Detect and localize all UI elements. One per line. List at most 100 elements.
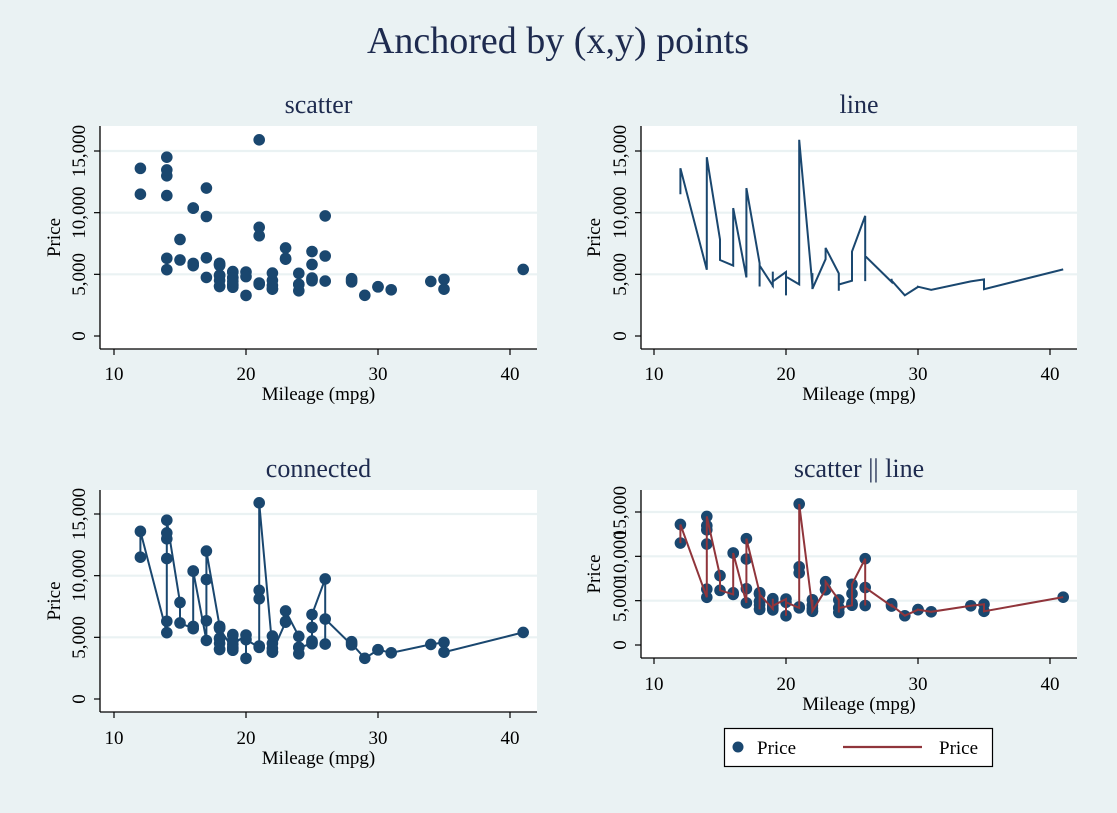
y-tick-label: 5,000 <box>610 579 631 622</box>
data-point <box>200 271 213 284</box>
data-point <box>134 162 147 175</box>
data-point <box>161 626 173 639</box>
data-point <box>161 252 173 265</box>
data-point <box>359 652 371 665</box>
data-point <box>227 638 239 651</box>
data-point <box>200 545 213 557</box>
x-tick-label: 40 <box>501 728 520 749</box>
plot-area <box>641 126 1077 349</box>
y-axis-title: Price <box>44 218 65 257</box>
plot-area <box>641 490 1077 658</box>
y-tick-label: 5,000 <box>69 616 90 659</box>
data-point <box>240 289 252 302</box>
data-point <box>266 267 279 279</box>
data-point <box>134 188 147 201</box>
y-tick-label: 5,000 <box>610 253 631 296</box>
data-point <box>187 257 199 270</box>
data-point <box>161 552 173 565</box>
x-tick-label: 10 <box>645 364 664 385</box>
data-point <box>319 210 332 222</box>
y-axis-title: Price <box>44 581 65 620</box>
data-point <box>359 289 371 302</box>
data-point <box>200 210 213 223</box>
data-point <box>319 250 332 262</box>
x-tick-label: 20 <box>777 364 796 385</box>
panel-scatter: scatter 0 5,000 10,000 15,000 10 20 30 40 Mileage… <box>44 90 537 405</box>
data-point <box>213 643 226 655</box>
x-tick-label: 40 <box>1041 364 1060 385</box>
data-point <box>200 251 213 264</box>
data-point <box>279 605 292 617</box>
data-point <box>240 270 252 283</box>
data-point <box>345 637 358 650</box>
data-point <box>134 551 147 564</box>
y-tick-label: 10,000 <box>69 187 90 239</box>
y-tick-label: 15,000 <box>69 125 90 177</box>
y-tick-label: 15,000 <box>610 486 631 538</box>
data-point <box>161 189 173 202</box>
legend: Price Price <box>723 727 994 768</box>
x-tick-label: 20 <box>237 728 256 749</box>
data-point <box>253 592 265 605</box>
plot-marks <box>134 497 529 665</box>
data-point <box>253 497 265 509</box>
x-axis-title: Mileage (mpg) <box>262 384 375 405</box>
x-tick-label: 20 <box>777 674 796 695</box>
x-axis-title: Mileage (mpg) <box>262 748 375 769</box>
y-tick-label: 15,000 <box>69 488 90 540</box>
data-point <box>306 621 318 634</box>
data-point <box>187 565 199 577</box>
y-axis-title: Price <box>584 554 605 593</box>
data-point <box>174 617 186 629</box>
data-point <box>174 254 186 266</box>
y-tick-label: 0 <box>610 640 631 650</box>
data-point <box>372 643 384 656</box>
y-tick-label: 0 <box>610 331 631 341</box>
data-point <box>253 584 265 597</box>
data-point <box>438 636 450 649</box>
data-point <box>200 634 213 647</box>
x-tick-label: 40 <box>1041 674 1060 695</box>
data-point <box>385 283 398 296</box>
data-point <box>213 269 226 281</box>
data-point <box>319 573 332 585</box>
data-point <box>438 283 450 295</box>
plot-marks <box>674 498 1069 622</box>
x-tick-label: 10 <box>645 674 664 695</box>
x-tick-label: 40 <box>501 364 520 385</box>
data-point <box>161 514 173 526</box>
data-point <box>174 596 186 609</box>
x-tick-label: 30 <box>909 364 928 385</box>
legend-marker-icon <box>732 741 744 753</box>
data-point <box>134 525 147 538</box>
panel-line: line 0 5,000 10,000 15,000 10 20 30 40 Mileage (m… <box>584 90 1077 405</box>
data-point <box>425 638 437 651</box>
legend-label-marker: Price <box>757 738 796 759</box>
y-tick-label: 0 <box>69 694 90 704</box>
data-point <box>253 277 265 289</box>
panel-title: scatter || line <box>794 454 924 483</box>
data-point <box>438 273 450 286</box>
data-point <box>200 182 213 194</box>
series-line <box>679 503 1064 617</box>
legend-label-line: Price <box>939 738 978 759</box>
panel-title: line <box>840 90 879 119</box>
data-point <box>253 640 265 652</box>
data-point <box>319 638 332 650</box>
data-point <box>425 275 437 288</box>
x-tick-label: 10 <box>105 728 124 749</box>
data-point <box>293 267 305 280</box>
data-point <box>253 229 265 242</box>
data-point <box>438 646 450 658</box>
y-tick-label: 15,000 <box>610 125 631 177</box>
data-point <box>200 573 213 586</box>
data-point <box>319 275 332 287</box>
data-point <box>266 630 279 642</box>
data-point <box>306 258 318 271</box>
data-point <box>187 202 199 214</box>
data-point <box>174 233 186 246</box>
y-axis-title: Price <box>584 218 605 257</box>
plot-area <box>100 490 537 712</box>
plot-marks <box>134 134 529 302</box>
